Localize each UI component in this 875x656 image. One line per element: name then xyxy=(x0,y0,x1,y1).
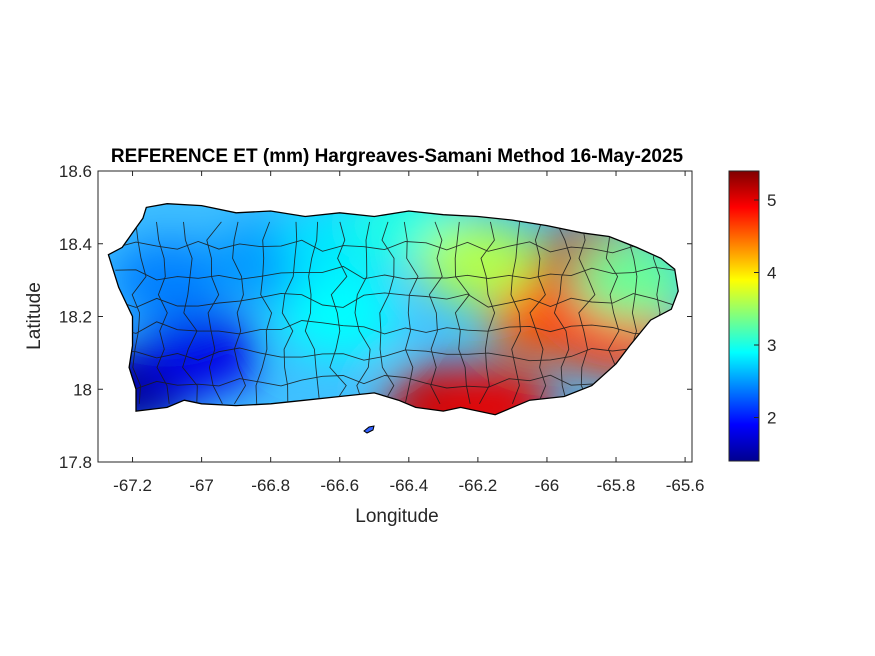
x-tick-label: -66.8 xyxy=(251,476,290,495)
municipal-border-line xyxy=(510,221,521,404)
municipal-border-line xyxy=(115,347,675,362)
y-tick-label: 18.6 xyxy=(59,162,92,181)
x-axis-label: Longitude xyxy=(355,506,438,527)
et-value-patch xyxy=(417,219,538,304)
colorbar-tick-label: 2 xyxy=(767,409,776,428)
municipal-border-line xyxy=(115,374,675,390)
municipal-border-line xyxy=(479,221,496,405)
municipal-border-line xyxy=(115,292,675,308)
x-tick-label: -65.8 xyxy=(597,476,636,495)
x-tick-label: -65.6 xyxy=(666,476,705,495)
colorbar xyxy=(728,170,760,462)
municipal-border-line xyxy=(131,221,147,404)
municipal-border-line xyxy=(379,221,395,405)
colorbar-tick-label: 5 xyxy=(767,191,776,210)
municipal-border-line xyxy=(529,221,547,404)
et-value-patch xyxy=(141,310,262,395)
municipal-border-line xyxy=(281,221,298,404)
x-tick-label: -67 xyxy=(189,476,214,495)
x-tick-label: -67.2 xyxy=(113,476,152,495)
municipal-border-line xyxy=(428,221,443,405)
x-tick-label: -66.4 xyxy=(389,476,428,495)
municipal-border-line xyxy=(232,221,247,405)
municipal-border-line xyxy=(115,320,675,336)
chart-title: REFERENCE ET (mm) Hargreaves-Samani Meth… xyxy=(111,146,684,167)
municipal-border-line xyxy=(255,221,273,404)
municipal-border-line xyxy=(354,221,371,404)
et-value-patch xyxy=(279,274,400,359)
x-tick-label: -66 xyxy=(535,476,560,495)
municipal-border-line xyxy=(578,221,596,404)
y-tick-label: 18 xyxy=(73,380,92,399)
x-axis-ticks: -67.2 -67 -66.8 -66.6 -66.4 -66.2 -66 -65.8 -65.… xyxy=(113,171,704,495)
y-tick-label: 18.4 xyxy=(59,235,92,254)
municipal-border-line xyxy=(115,239,675,254)
y-axis-ticks: 17.8 18 18.2 18.4 18.6 xyxy=(59,162,692,472)
municipal-border-line xyxy=(115,265,675,281)
colorbar-tick-label: 3 xyxy=(767,336,776,355)
municipal-border-line xyxy=(156,221,170,404)
municipal-borders xyxy=(115,221,675,405)
y-axis-label: Latitude xyxy=(24,282,45,350)
x-tick-label: -66.6 xyxy=(320,476,359,495)
municipal-border-line xyxy=(454,221,471,404)
x-tick-label: -66.2 xyxy=(459,476,498,495)
y-tick-label: 18.2 xyxy=(59,308,92,327)
municipal-border-line xyxy=(206,221,223,405)
et-value-patch xyxy=(108,238,228,323)
municipal-border-line xyxy=(329,221,348,405)
colorbar-tick-label: 4 xyxy=(767,264,776,283)
island-outline xyxy=(107,203,679,416)
colorbar-ticks: 2 3 4 5 xyxy=(754,191,776,428)
municipal-border-line xyxy=(403,221,419,404)
y-tick-label: 17.8 xyxy=(59,453,92,472)
municipal-border-line xyxy=(182,221,198,404)
municipal-border-line xyxy=(304,221,321,404)
municipal-border-line xyxy=(553,221,572,404)
offshore-island xyxy=(363,425,375,434)
